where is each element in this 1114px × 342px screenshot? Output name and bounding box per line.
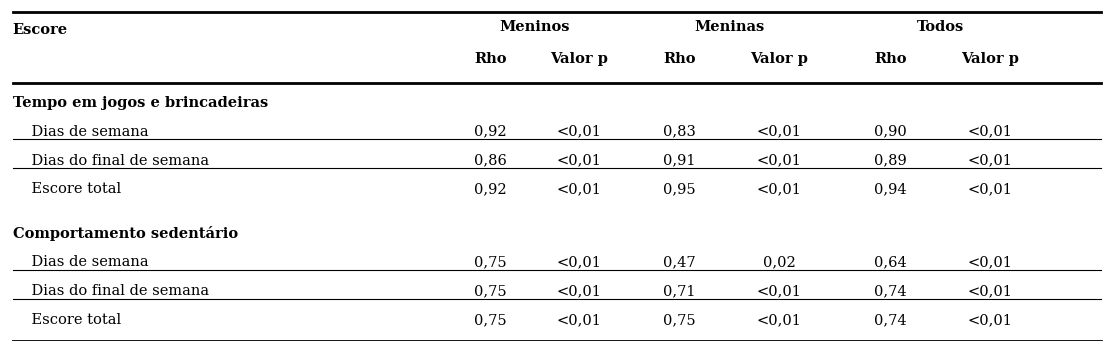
Text: <0,01: <0,01 [968, 255, 1013, 269]
Text: <0,01: <0,01 [968, 182, 1013, 196]
Text: 0,75: 0,75 [475, 284, 507, 298]
Text: <0,01: <0,01 [557, 313, 602, 327]
Text: 0,94: 0,94 [874, 182, 907, 196]
Text: <0,01: <0,01 [756, 125, 802, 139]
Text: 0,91: 0,91 [663, 154, 695, 168]
Text: Meninos: Meninos [499, 19, 570, 34]
Text: Valor p: Valor p [550, 52, 608, 66]
Text: <0,01: <0,01 [756, 313, 802, 327]
Text: Todos: Todos [917, 19, 964, 34]
Text: Dias de semana: Dias de semana [12, 125, 148, 139]
Text: Escore total: Escore total [12, 313, 120, 327]
Text: 0,83: 0,83 [663, 125, 695, 139]
Text: Rho: Rho [663, 52, 695, 66]
Text: <0,01: <0,01 [968, 154, 1013, 168]
Text: <0,01: <0,01 [557, 182, 602, 196]
Text: Escore: Escore [12, 23, 68, 37]
Text: 0,90: 0,90 [874, 125, 907, 139]
Text: 0,71: 0,71 [663, 284, 695, 298]
Text: 0,92: 0,92 [475, 125, 507, 139]
Text: <0,01: <0,01 [756, 182, 802, 196]
Text: 0,74: 0,74 [874, 284, 907, 298]
Text: 0,86: 0,86 [473, 154, 507, 168]
Text: Tempo em jogos e brincadeiras: Tempo em jogos e brincadeiras [12, 96, 267, 110]
Text: Rho: Rho [475, 52, 507, 66]
Text: 0,95: 0,95 [663, 182, 695, 196]
Text: Comportamento sedentário: Comportamento sedentário [12, 225, 237, 240]
Text: Valor p: Valor p [751, 52, 808, 66]
Text: Escore total: Escore total [12, 182, 120, 196]
Text: 0,47: 0,47 [663, 255, 695, 269]
Text: <0,01: <0,01 [557, 125, 602, 139]
Text: 0,75: 0,75 [475, 255, 507, 269]
Text: 0,74: 0,74 [874, 313, 907, 327]
Text: <0,01: <0,01 [968, 313, 1013, 327]
Text: <0,01: <0,01 [557, 255, 602, 269]
Text: 0,89: 0,89 [874, 154, 907, 168]
Text: 0,64: 0,64 [874, 255, 907, 269]
Text: Dias do final de semana: Dias do final de semana [12, 154, 208, 168]
Text: <0,01: <0,01 [756, 284, 802, 298]
Text: 0,75: 0,75 [475, 313, 507, 327]
Text: 0,02: 0,02 [763, 255, 795, 269]
Text: Valor p: Valor p [961, 52, 1019, 66]
Text: <0,01: <0,01 [557, 284, 602, 298]
Text: Dias do final de semana: Dias do final de semana [12, 284, 208, 298]
Text: 0,75: 0,75 [663, 313, 695, 327]
Text: <0,01: <0,01 [557, 154, 602, 168]
Text: <0,01: <0,01 [968, 284, 1013, 298]
Text: Dias de semana: Dias de semana [12, 255, 148, 269]
Text: 0,92: 0,92 [475, 182, 507, 196]
Text: Meninas: Meninas [694, 19, 764, 34]
Text: <0,01: <0,01 [756, 154, 802, 168]
Text: <0,01: <0,01 [968, 125, 1013, 139]
Text: Rho: Rho [874, 52, 907, 66]
